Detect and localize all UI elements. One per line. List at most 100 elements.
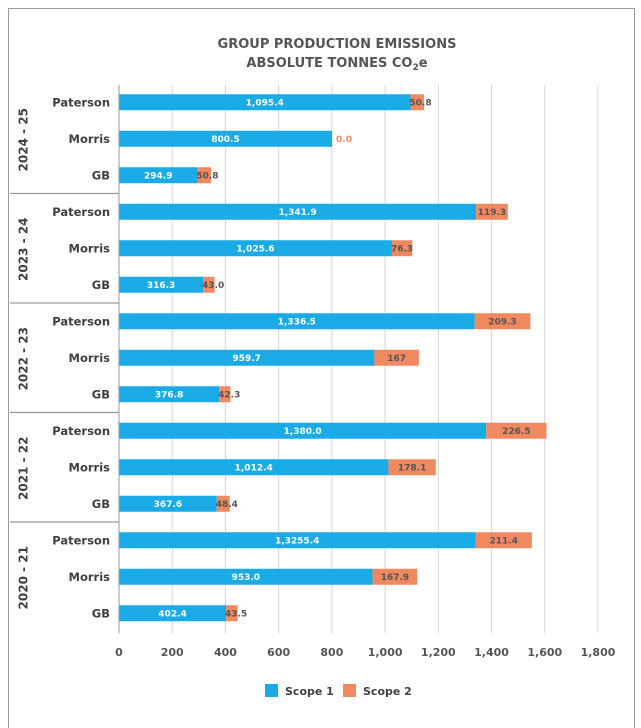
bar-scope2-gb <box>197 167 211 184</box>
x-tick-label-600: 600 <box>267 646 290 659</box>
data-label-scope1: 1,341.9 <box>278 208 316 218</box>
data-label-scope2: 76.3 <box>391 244 413 254</box>
data-label-scope1: 1,3255.4 <box>275 536 319 546</box>
data-label-scope2: 167.9 <box>381 573 409 583</box>
category-label: Morris <box>69 570 111 584</box>
chart-title-line2: ABSOLUTE TONNES CO2e <box>246 56 427 73</box>
category-label: GB <box>92 168 110 182</box>
data-label-scope2: 43.5 <box>225 609 247 619</box>
category-label: Morris <box>69 460 111 474</box>
bar-scope2-paterson <box>486 422 547 439</box>
bar-scope2-gb <box>219 386 231 403</box>
data-label-scope2: 50.8 <box>409 98 431 108</box>
bar-scope2-morris <box>388 459 436 476</box>
data-label-scope1: 1,095.4 <box>246 98 284 108</box>
legend-swatch-scope2 <box>343 684 356 697</box>
category-label: Paterson <box>52 95 110 109</box>
bar-scope1-morris <box>119 459 389 476</box>
bar-scope1-morris <box>119 568 373 585</box>
bar-scope1-gb <box>119 495 217 512</box>
data-label-scope1: 316.3 <box>147 281 175 291</box>
data-label-scope2: 119.3 <box>478 208 506 218</box>
bar-scope1-gb <box>119 276 204 293</box>
emissions-chart: GROUP PRODUCTION EMISSIONS ABSOLUTE TONN… <box>10 37 616 698</box>
group-label: 2023 - 24 <box>17 218 31 281</box>
data-label-scope1: 959.7 <box>232 354 260 364</box>
data-label-scope2: 211.4 <box>489 536 517 546</box>
legend-label-scope1: Scope 1 <box>285 685 334 698</box>
legend-label-scope2: Scope 2 <box>363 685 412 698</box>
bar-scope2-paterson <box>410 94 425 111</box>
category-label: Paterson <box>52 533 110 547</box>
x-tick-label-1400: 1,400 <box>474 646 509 659</box>
category-label: GB <box>92 387 110 401</box>
x-tick-label-1800: 1,800 <box>581 646 616 659</box>
category-label: Paterson <box>52 314 110 328</box>
bar-scope1-paterson <box>119 94 411 111</box>
x-tick-label-200: 200 <box>161 646 184 659</box>
bar-scope1-paterson <box>119 422 487 439</box>
bar-scope1-gb <box>119 167 198 184</box>
category-label: GB <box>92 606 110 620</box>
category-label: Morris <box>69 241 111 255</box>
data-label-scope2: 167 <box>387 354 406 364</box>
x-tick-label-1200: 1,200 <box>421 646 456 659</box>
data-label-scope1: 294.9 <box>144 171 172 181</box>
data-label-scope2: 209.3 <box>488 317 516 327</box>
bar-scope2-paterson <box>476 203 508 220</box>
bar-scope1-gb <box>119 386 220 403</box>
labels: 2024 - 25 Paterson 1,095.4 50.8 Morris 800.5 0… <box>17 95 531 620</box>
x-tick-label-800: 800 <box>320 646 343 659</box>
legend: Scope 1 Scope 2 <box>265 684 412 698</box>
chart-frame <box>8 8 635 728</box>
chart-title-line2-sub: 2 <box>412 63 418 73</box>
bar-scope1-paterson <box>119 532 476 549</box>
data-label-scope1: 1,336.5 <box>278 317 316 327</box>
bar-scope2-gb <box>203 276 215 293</box>
data-label-scope1: 367.6 <box>154 500 182 510</box>
category-label: Paterson <box>52 424 110 438</box>
bar-scope2-morris <box>391 240 413 257</box>
legend-swatch-scope1 <box>265 684 278 697</box>
bar-scope1-paterson <box>119 313 475 330</box>
group-label: 2024 - 25 <box>17 108 31 171</box>
bar-scope2-morris <box>374 349 419 366</box>
group-label: 2021 - 22 <box>17 437 31 500</box>
x-axis: 0 200 400 600 800 1,000 1,200 1,400 1,600 1,800 <box>115 85 616 659</box>
category-label: Morris <box>69 132 111 146</box>
category-label: Morris <box>69 351 111 365</box>
x-tick-label-0: 0 <box>115 646 123 659</box>
data-label-scope1: 376.8 <box>155 390 183 400</box>
bar-scope2-paterson <box>475 532 532 549</box>
chart-title-line1: GROUP PRODUCTION EMISSIONS <box>218 37 457 52</box>
data-label-scope2: 226.5 <box>502 427 530 437</box>
data-label-scope2: 50.8 <box>196 171 218 181</box>
data-label-scope1: 953.0 <box>232 573 260 583</box>
bars <box>119 94 547 622</box>
bar-scope1-morris <box>119 130 333 147</box>
data-label-scope1: 1,380.0 <box>284 427 322 437</box>
bar-scope2-gb <box>226 605 238 622</box>
bar-scope1-gb <box>119 605 227 622</box>
bar-scope2-morris <box>372 568 418 585</box>
data-label-scope1: 1,012.4 <box>235 463 273 473</box>
bar-scope1-paterson <box>119 203 477 220</box>
group-label: 2020 - 21 <box>17 546 31 609</box>
data-label-scope1: 800.5 <box>211 135 239 145</box>
chart-title-line2-end: e <box>419 56 428 71</box>
group-label: 2022 - 23 <box>17 327 31 390</box>
data-label-scope2: 48.4 <box>216 500 238 510</box>
data-label-scope1: 402.4 <box>158 609 186 619</box>
category-label: GB <box>92 497 110 511</box>
data-label-scope2: 0.0 <box>336 135 352 145</box>
category-label: GB <box>92 278 110 292</box>
bar-scope2-gb <box>216 495 230 512</box>
x-tick-label-400: 400 <box>214 646 237 659</box>
data-label-scope1: 1,025.6 <box>236 244 274 254</box>
data-label-scope2: 178.1 <box>398 463 426 473</box>
category-label: Paterson <box>52 205 110 219</box>
x-tick-label-1600: 1,600 <box>527 646 562 659</box>
data-label-scope2: 42.3 <box>218 390 240 400</box>
bar-scope2-paterson <box>474 313 531 330</box>
bar-scope1-morris <box>119 349 375 366</box>
